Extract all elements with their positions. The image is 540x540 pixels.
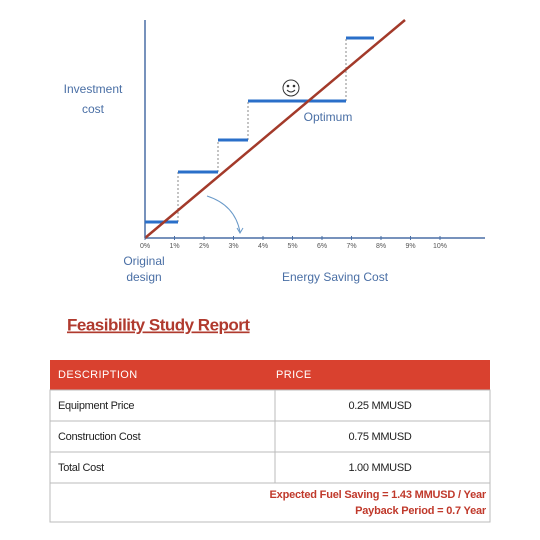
row-price: 0.75 MMUSD (348, 431, 411, 443)
y-axis-label: Investment (64, 82, 123, 96)
x-tick-label: 2% (199, 243, 209, 250)
origin-label: design (126, 270, 161, 284)
x-tick-label: 1% (169, 243, 179, 250)
x-tick-label: 7% (346, 243, 356, 250)
x-axis-label: Energy Saving Cost (282, 270, 389, 284)
smiley (282, 79, 300, 97)
table-header-bg (50, 360, 490, 390)
x-tick-label: 8% (376, 243, 386, 250)
origin-label: Original (123, 254, 164, 268)
row-price: 0.25 MMUSD (348, 400, 411, 412)
table-borders (49, 389, 491, 523)
optimum-label: Optimum (304, 110, 353, 124)
row-label: Total Cost (58, 462, 104, 474)
cost-steps (145, 36, 374, 224)
x-tick-label: 9% (405, 243, 415, 250)
arrow-head (236, 227, 244, 234)
header-cell: PRICE (276, 369, 312, 381)
x-tick-label: 0% (140, 243, 150, 250)
footer-note: Expected Fuel Saving = 1.43 MMUSD / Year (270, 489, 487, 501)
x-tick-label: 4% (258, 243, 268, 250)
x-tick-label: 6% (317, 243, 327, 250)
footer-note: Payback Period = 0.7 Year (355, 505, 487, 517)
y-axis-label: cost (82, 102, 105, 116)
step-connectors (177, 38, 347, 222)
row-label: Equipment Price (58, 400, 134, 412)
report-title: Feasibility Study Report (67, 315, 250, 334)
header-cell: DESCRIPTION (58, 369, 138, 381)
x-tick-label: 5% (287, 243, 297, 250)
row-label: Construction Cost (58, 431, 141, 443)
row-price: 1.00 MMUSD (348, 462, 411, 474)
trend-line (144, 19, 406, 239)
x-tick-label: 10% (433, 243, 447, 250)
x-tick-label: 3% (228, 243, 238, 250)
curved-arrow (206, 195, 241, 233)
